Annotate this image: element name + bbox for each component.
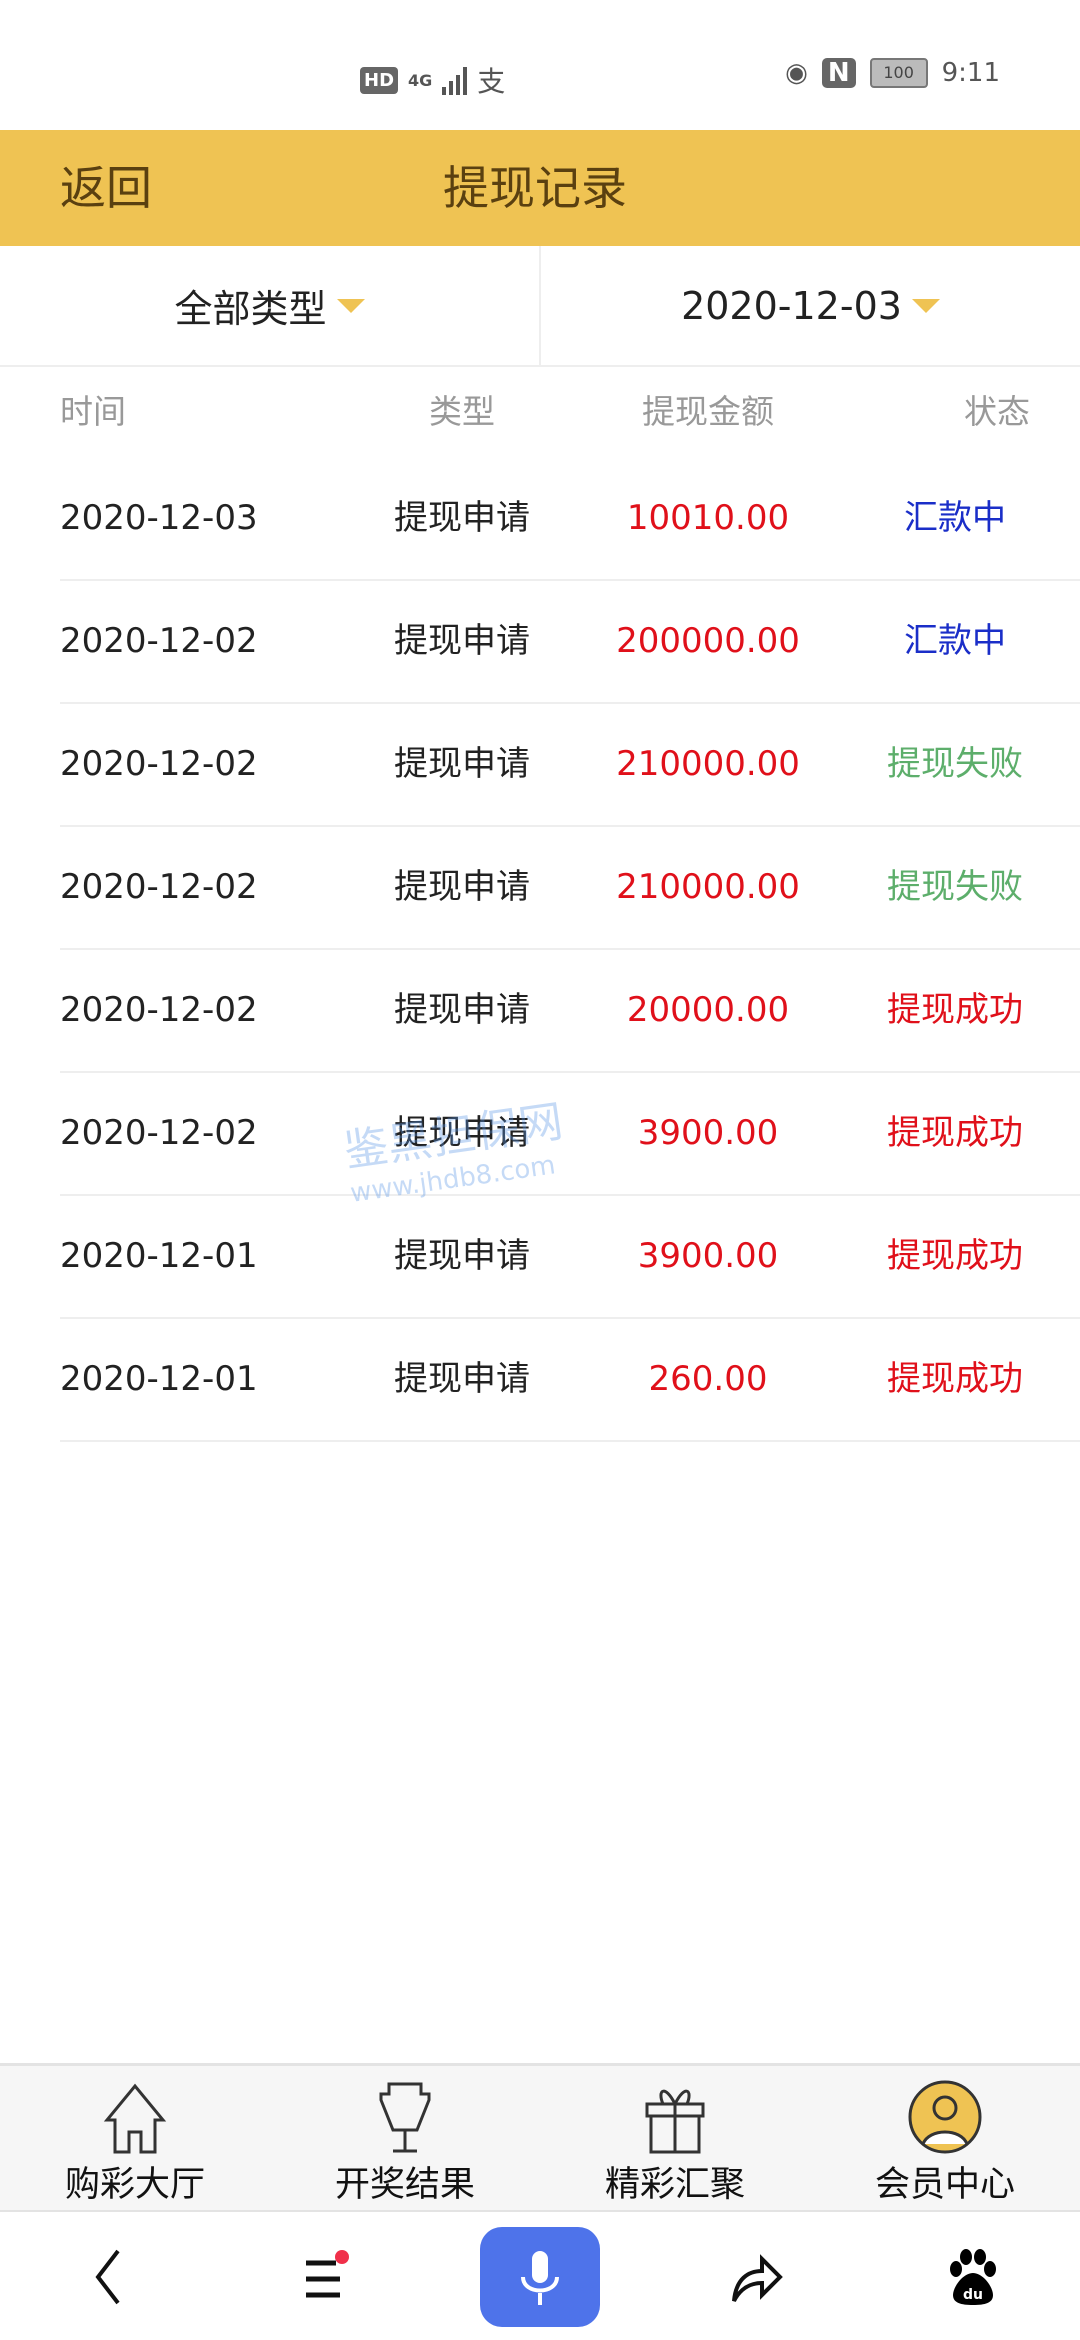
record-type: 提现申请 [394, 1236, 530, 1276]
tab-label: 精彩汇聚 [604, 2165, 745, 2205]
share-icon[interactable] [696, 2227, 816, 2327]
record-type: 提现申请 [394, 867, 530, 907]
table-row[interactable]: 2020-12-02 提现申请 210000.00 提现失败 [60, 704, 1080, 827]
record-type: 提现申请 [394, 744, 530, 784]
record-type: 提现申请 [394, 621, 530, 661]
status-bar: HD 4G 支 ◉ N 100 9:11 [0, 0, 1080, 130]
record-date: 2020-12-02 [60, 744, 258, 784]
col-amount: 提现金额 [642, 392, 774, 431]
record-date: 2020-12-01 [60, 1359, 258, 1399]
record-date: 2020-12-02 [60, 1113, 258, 1153]
record-status: 提现成功 [887, 1236, 1023, 1276]
alipay-icon: 支 [477, 65, 506, 98]
record-amount: 260.00 [648, 1359, 768, 1399]
table-row[interactable]: 2020-12-03 提现申请 10010.00 汇款中 [60, 458, 1080, 581]
menu-icon[interactable] [264, 2227, 384, 2327]
network-label: 4G [408, 70, 433, 90]
record-date: 2020-12-03 [60, 498, 258, 538]
record-date: 2020-12-02 [60, 990, 258, 1030]
eye-icon: ◉ [785, 58, 808, 88]
table-row[interactable]: 2020-12-02 提现申请 200000.00 汇款中 [60, 581, 1080, 704]
record-status: 提现失败 [887, 744, 1023, 784]
caret-down-icon [911, 298, 940, 313]
record-type: 提现申请 [394, 1113, 530, 1153]
record-status: 提现成功 [887, 1113, 1023, 1153]
table-row[interactable]: 2020-12-01 提现申请 260.00 提现成功 [60, 1319, 1080, 1442]
tab-results[interactable]: 开奖结果 [270, 2066, 540, 2210]
caret-down-icon [336, 298, 365, 313]
record-amount: 3900.00 [637, 1236, 779, 1276]
clock: 9:11 [941, 58, 1000, 88]
records-list: 2020-12-03 提现申请 10010.00 汇款中 2020-12-02 提… [60, 458, 1080, 1442]
home-icon [103, 2083, 167, 2154]
page-title: 提现记录 [443, 161, 627, 215]
table-row[interactable]: 2020-12-02 提现申请 3900.00 提现成功 [60, 1073, 1080, 1196]
col-status: 状态 [964, 392, 1030, 431]
battery-icon: 100 [869, 58, 928, 88]
record-amount: 210000.00 [616, 744, 800, 784]
record-status: 提现成功 [887, 1359, 1023, 1399]
svg-text:du: du [963, 2287, 983, 2303]
user-icon [908, 2080, 982, 2154]
trophy-icon [379, 2082, 431, 2153]
tab-bar: 购彩大厅 开奖结果 精彩汇聚 会员中心 [0, 2063, 1080, 2212]
nfc-icon: N [821, 58, 856, 88]
record-type: 提现申请 [394, 990, 530, 1030]
microphone-icon[interactable] [480, 2227, 600, 2327]
type-filter-dropdown[interactable]: 全部类型 [0, 246, 539, 365]
signal-icon [442, 65, 468, 95]
record-date: 2020-12-02 [60, 621, 258, 661]
table-row[interactable]: 2020-12-02 提现申请 210000.00 提现失败 [60, 827, 1080, 950]
col-time: 时间 [60, 392, 126, 431]
record-amount: 20000.00 [626, 990, 790, 1030]
table-row[interactable]: 2020-12-01 提现申请 3900.00 提现成功 [60, 1196, 1080, 1319]
back-button[interactable]: 返回 [60, 161, 152, 215]
tab-label: 会员中心 [874, 2165, 1015, 2205]
table-row[interactable]: 2020-12-02 提现申请 20000.00 提现成功 [60, 950, 1080, 1073]
hd-icon: HD [360, 66, 399, 94]
tab-label: 购彩大厅 [64, 2165, 205, 2205]
record-type: 提现申请 [394, 1359, 530, 1399]
table-header: 时间 类型 提现金额 状态 [0, 380, 1080, 444]
record-amount: 210000.00 [616, 867, 800, 907]
tab-label: 开奖结果 [334, 2165, 475, 2205]
record-date: 2020-12-02 [60, 867, 258, 907]
record-date: 2020-12-01 [60, 1236, 258, 1276]
tab-highlights[interactable]: 精彩汇聚 [540, 2066, 810, 2210]
record-amount: 3900.00 [637, 1113, 779, 1153]
filter-bar: 全部类型 2020-12-03 [0, 246, 1080, 367]
record-amount: 10010.00 [626, 498, 790, 538]
header: 提现记录 返回 [0, 130, 1080, 246]
record-type: 提现申请 [394, 498, 530, 538]
gift-icon [645, 2089, 705, 2154]
col-type: 类型 [429, 392, 495, 431]
tab-lobby[interactable]: 购彩大厅 [0, 2066, 270, 2210]
tab-member[interactable]: 会员中心 [810, 2066, 1080, 2210]
date-filter-dropdown[interactable]: 2020-12-03 [539, 246, 1080, 365]
type-filter-label: 全部类型 [174, 287, 327, 331]
browser-nav: du [0, 2214, 1080, 2340]
baidu-icon[interactable]: du [912, 2227, 1032, 2327]
record-status: 汇款中 [904, 498, 1006, 538]
date-filter-label: 2020-12-03 [681, 283, 902, 328]
record-status: 提现失败 [887, 867, 1023, 907]
record-status: 提现成功 [887, 990, 1023, 1030]
back-icon[interactable] [48, 2227, 168, 2327]
record-status: 汇款中 [904, 621, 1006, 661]
record-amount: 200000.00 [616, 621, 800, 661]
